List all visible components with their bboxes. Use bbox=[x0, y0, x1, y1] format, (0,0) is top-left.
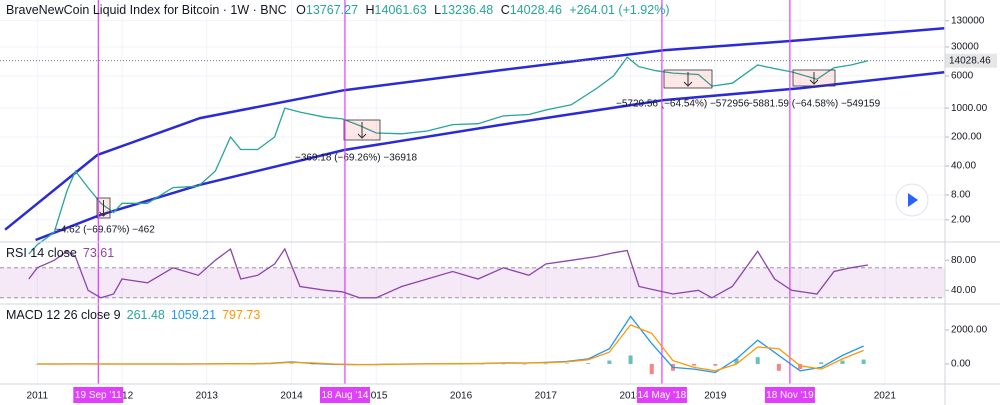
histogram-bar bbox=[649, 363, 654, 375]
measure-arrow bbox=[357, 122, 367, 139]
y-tick-label: 30000 bbox=[951, 42, 979, 53]
x-tick-label: 2017 bbox=[535, 391, 558, 402]
ohlc-value: 13236.48 bbox=[441, 3, 493, 17]
x-tick-label: 2018 bbox=[619, 391, 642, 402]
ohlc-value: 13767.27 bbox=[306, 3, 358, 17]
histogram-bar bbox=[586, 363, 591, 364]
regression-band bbox=[4, 27, 945, 231]
indicator-value: 797.73 bbox=[222, 308, 260, 322]
histogram-bar bbox=[501, 363, 506, 365]
play-button[interactable] bbox=[895, 183, 929, 217]
histogram-bar bbox=[734, 358, 739, 364]
annotation-tag bbox=[319, 387, 370, 403]
x-tick-label: 2015 bbox=[365, 391, 388, 402]
y-tick-label: 130000 bbox=[951, 15, 985, 26]
x-tick-label: 2014 bbox=[280, 391, 303, 402]
histogram-bar bbox=[565, 363, 569, 364]
y-tick-label: 80.00 bbox=[951, 255, 976, 266]
annotation-label: 18 Aug '14 bbox=[321, 390, 368, 401]
annotation-tag bbox=[73, 387, 124, 403]
histogram-bar bbox=[692, 363, 697, 366]
annotation-tag bbox=[764, 387, 815, 403]
measure-arrow bbox=[683, 72, 693, 87]
play-icon[interactable] bbox=[908, 193, 918, 207]
ohlc-label: O bbox=[296, 3, 306, 17]
histogram-bar bbox=[755, 357, 760, 364]
histogram-bar bbox=[522, 363, 527, 365]
histogram-bar bbox=[543, 363, 548, 365]
ohlc-value: 14061.63 bbox=[375, 3, 427, 17]
histogram-bar bbox=[628, 355, 633, 364]
x-tick-label: 2019 bbox=[704, 391, 727, 402]
y-tick-label: 2000.00 bbox=[951, 325, 988, 336]
histogram-bar bbox=[798, 363, 803, 370]
measure-arrow bbox=[809, 72, 819, 85]
macd-line bbox=[37, 324, 864, 372]
price-line bbox=[28, 56, 869, 255]
histogram-bar bbox=[310, 363, 315, 365]
annotation-tag bbox=[636, 387, 687, 403]
annotation-label: 19 Sep '11 bbox=[75, 390, 122, 401]
ohlc-label: C bbox=[501, 3, 510, 17]
indicator-name: MACD 12 26 close 9 bbox=[6, 308, 121, 322]
ohlc-value: 14028.46 bbox=[510, 3, 562, 17]
x-tick-label: 2011 bbox=[27, 391, 49, 402]
indicator-value: 1059.21 bbox=[171, 308, 216, 322]
histogram-bar bbox=[840, 360, 845, 364]
indicator-name: RSI 14 close bbox=[6, 246, 77, 260]
y-tick-label: 200.00 bbox=[951, 132, 982, 143]
y-tick-label: 2.00 bbox=[951, 214, 971, 225]
histogram-bar bbox=[289, 363, 294, 364]
symbol-title: BraveNewCoin Liquid Index for Bitcoin · … bbox=[6, 3, 287, 17]
last-price-box bbox=[945, 53, 997, 68]
measure-label: −5881.59 (−64.58%) −549159 bbox=[747, 99, 881, 110]
y-tick-label: 40.00 bbox=[951, 285, 976, 296]
histogram-bar bbox=[35, 363, 40, 365]
annotation-label: 18 Nov '19 bbox=[766, 390, 814, 401]
measure-label: −4.62 (−69.67%) −462 bbox=[55, 225, 155, 236]
y-tick-label: 6000 bbox=[951, 71, 974, 82]
x-tick-label: 2016 bbox=[450, 391, 473, 402]
change: +264.01 (+1.92%) bbox=[569, 3, 669, 17]
rsi-band bbox=[0, 267, 945, 298]
x-tick-label: 2013 bbox=[196, 391, 219, 402]
indicator-value: 73.61 bbox=[83, 246, 114, 260]
indicator-value: 261.48 bbox=[127, 308, 165, 322]
histogram-bar bbox=[607, 360, 612, 364]
last-price-label: 14028.46 bbox=[949, 55, 991, 66]
indicator-title: RSI 14 close 73.61 bbox=[6, 246, 114, 260]
y-tick-label: 40.00 bbox=[951, 161, 976, 172]
x-tick-label: 2021 bbox=[874, 391, 897, 402]
histogram-bar bbox=[713, 363, 718, 366]
ohlc-label: L bbox=[434, 3, 441, 17]
y-tick-label: 1000.00 bbox=[951, 103, 988, 114]
ohlc-label: H bbox=[366, 3, 375, 17]
histogram-bar bbox=[776, 363, 781, 371]
measure-label: −369.18 (−69.26%) −36918 bbox=[295, 153, 417, 164]
chart-header: BraveNewCoin Liquid Index for Bitcoin · … bbox=[6, 3, 669, 17]
annotation-label: 14 May '18 bbox=[638, 390, 687, 401]
indicator-line bbox=[28, 247, 869, 299]
y-tick-label: 8.00 bbox=[951, 190, 971, 201]
indicator-title: MACD 12 26 close 9 261.48 1059.21 797.73 bbox=[6, 308, 260, 322]
histogram-bar bbox=[819, 362, 824, 364]
measure-arrow bbox=[99, 200, 108, 217]
y-tick-label: 0.00 bbox=[951, 359, 971, 370]
histogram-bar bbox=[861, 359, 866, 364]
measure-label: −5729.56 (−64.54%) −572956 bbox=[616, 99, 750, 110]
